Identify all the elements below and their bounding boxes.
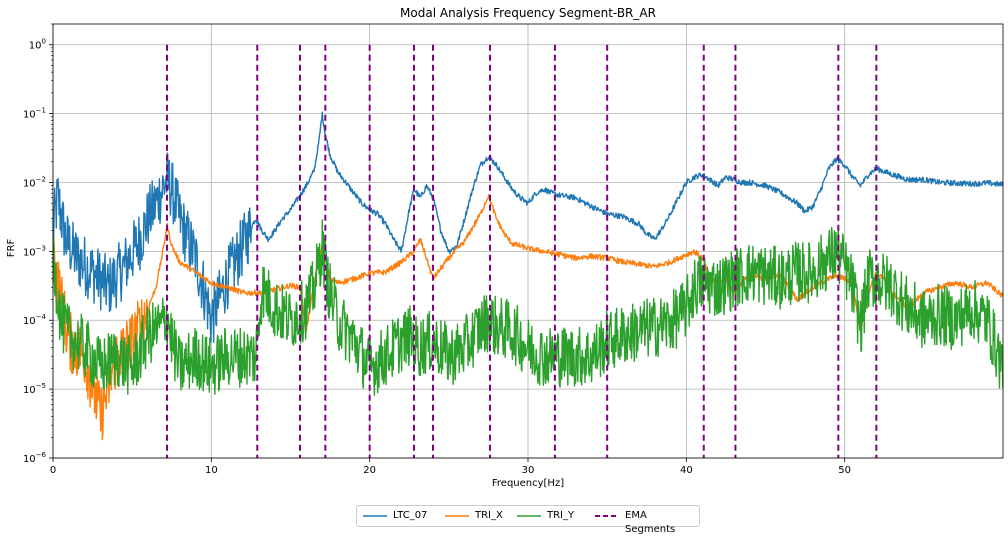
chart-title: Modal Analysis Frequency Segment-BR_AR [400, 6, 656, 20]
legend-item-triy: TRI_Y [517, 509, 587, 523]
x-tick-label: 30 [522, 465, 535, 476]
x-tick-label: 0 [50, 465, 56, 476]
x-tick-label: 20 [363, 465, 376, 476]
x-tick-label: 10 [205, 465, 218, 476]
y-tick-label: 10−1 [23, 107, 46, 121]
legend-label: TRI_X [475, 510, 503, 521]
y-tick-label: 10−5 [23, 382, 46, 396]
legend-line-icon [517, 515, 541, 517]
x-axis-label: Frequency[Hz] [492, 478, 564, 489]
legend-line-icon [363, 515, 387, 517]
y-tick-label: 100 [29, 38, 46, 52]
y-axis-ticks: 10−6 10−5 10−4 10−3 10−2 10−1 100 [23, 23, 53, 465]
legend-item-trix: TRI_X [445, 509, 515, 523]
legend-dashed-line-icon [595, 515, 619, 517]
legend-item-ltc07: LTC_07 [363, 509, 435, 523]
y-tick-label: 10−2 [23, 175, 46, 189]
series-line-tri-x [52, 194, 1003, 441]
series-line-tri-y [52, 219, 1004, 397]
series-line-ltc-07 [52, 111, 1004, 343]
x-tick-label: 50 [838, 465, 851, 476]
legend: LTC_07 TRI_X TRI_Y EMA Segments [356, 505, 700, 535]
x-tick-label: 40 [680, 465, 693, 476]
y-tick-label: 10−4 [23, 313, 47, 327]
y-tick-label: 10−6 [23, 451, 47, 465]
legend-label: TRI_Y [547, 510, 575, 521]
legend-line-icon [445, 515, 469, 517]
legend-label: EMA Segments [625, 510, 676, 535]
series-layer [52, 111, 1004, 441]
legend-item-ema-segments: EMA Segments [595, 509, 695, 535]
legend-label: LTC_07 [393, 510, 428, 521]
ema-segment-lines [166, 44, 878, 458]
y-tick-label: 10−3 [23, 244, 46, 258]
x-axis-ticks: 0 10 20 30 40 50 [50, 458, 851, 476]
y-axis-label: FRF [6, 239, 17, 258]
